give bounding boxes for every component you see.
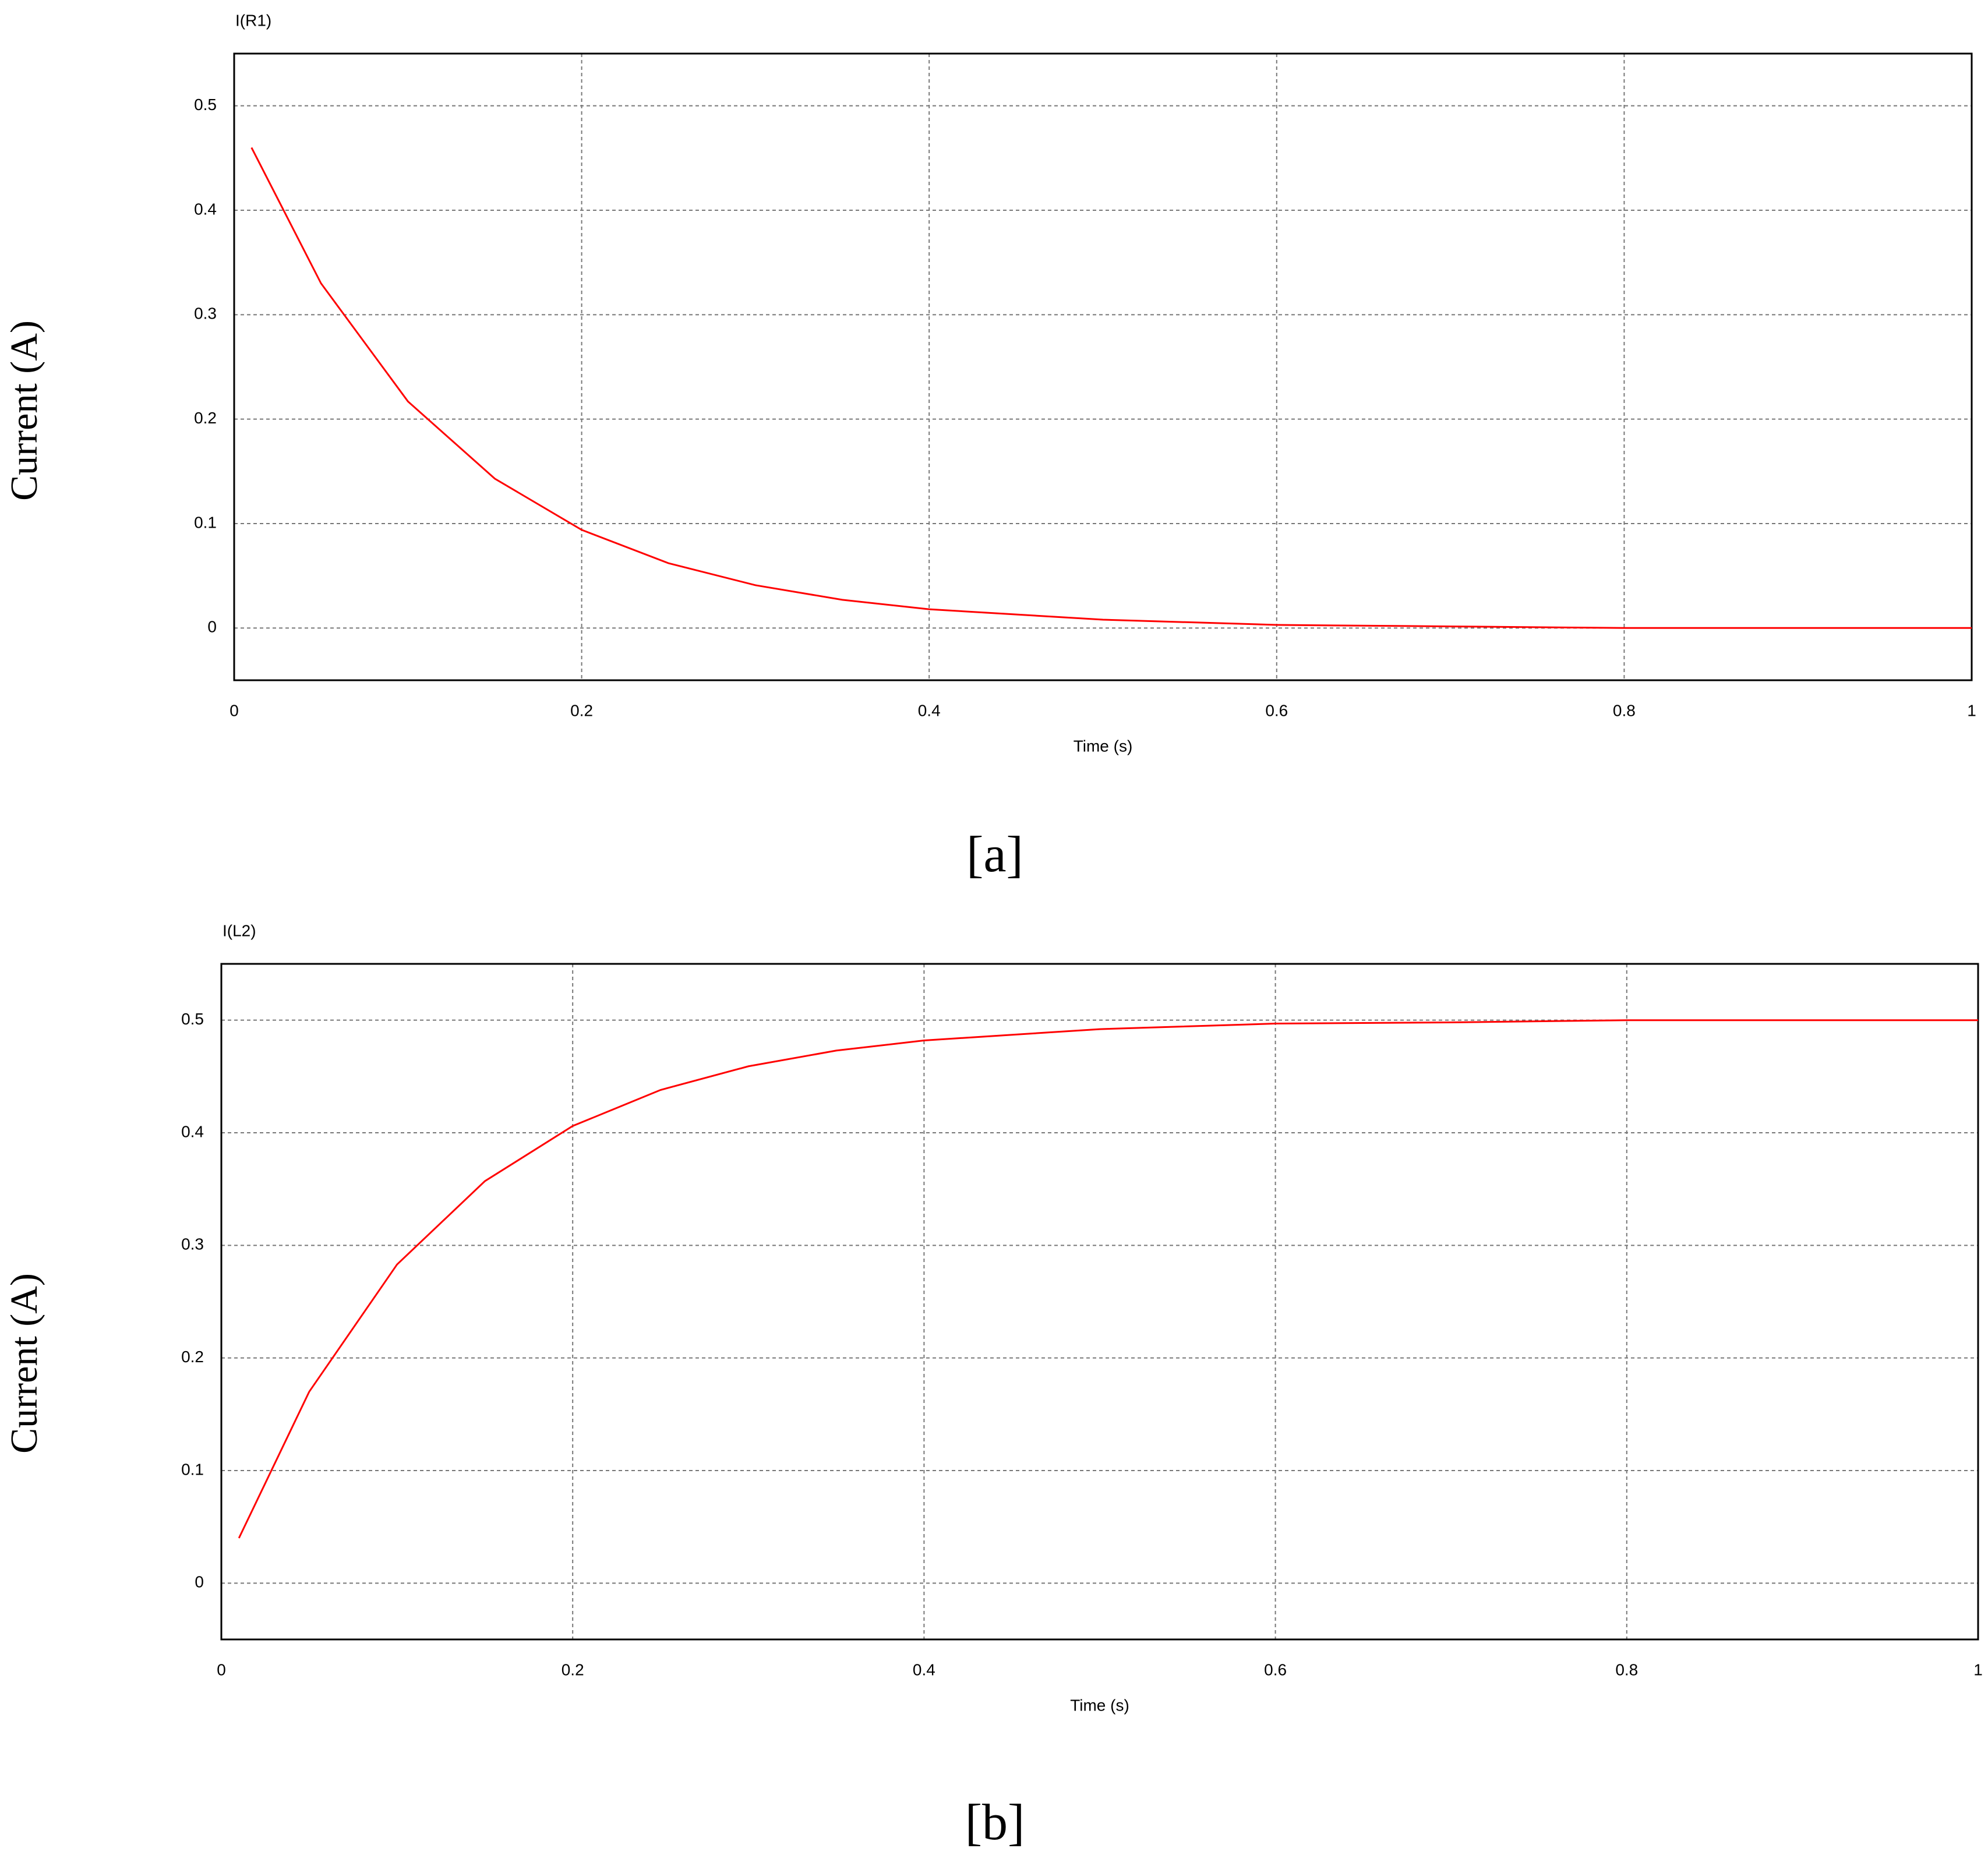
x-tick-label: 0.6 <box>1264 1660 1287 1678</box>
y-axis-label: Current (A) <box>3 320 45 501</box>
x-tick-label: 1 <box>1967 701 1976 719</box>
x-tick-label: 0.2 <box>570 701 593 719</box>
y-tick-label: 0.4 <box>181 1122 204 1140</box>
x-tick-label: 0.2 <box>562 1660 584 1678</box>
y-tick-label: 0.2 <box>181 1348 204 1366</box>
x-tick-label: 1 <box>1973 1660 1983 1678</box>
x-axis-label: Time (s) <box>1074 737 1133 755</box>
y-tick-label: 0.5 <box>194 96 217 114</box>
plot-frame <box>220 963 1979 1641</box>
x-tick-label: 0.4 <box>913 1660 935 1678</box>
x-tick-label: 0.6 <box>1265 701 1288 719</box>
y-tick-label: 0 <box>207 618 217 636</box>
y-tick-label: 0.5 <box>181 1010 204 1028</box>
x-tick-label: 0.8 <box>1613 701 1636 719</box>
x-tick-label: 0.4 <box>918 701 941 719</box>
y-tick-label: 0.1 <box>194 513 217 531</box>
x-axis-label: Time (s) <box>1070 1696 1129 1714</box>
y-tick-label: 0.4 <box>194 200 217 218</box>
x-tick-label: 0.8 <box>1615 1660 1638 1678</box>
y-tick-label: 0.3 <box>194 305 217 323</box>
legend-label: I(R1) <box>235 11 271 29</box>
x-tick-label: 0 <box>217 1660 226 1678</box>
data-line <box>250 147 1972 629</box>
data-line <box>238 1019 1978 1539</box>
plot-frame <box>233 52 1973 681</box>
x-tick-label: 0 <box>229 701 239 719</box>
y-axis-label: Current (A) <box>3 1273 45 1454</box>
y-tick-label: 0.2 <box>194 409 217 427</box>
legend-label: I(L2) <box>223 921 256 939</box>
y-tick-label: 0.1 <box>181 1460 204 1478</box>
y-tick-label: 0.3 <box>181 1235 204 1253</box>
caption: [b] <box>965 1794 1025 1851</box>
caption: [a] <box>966 826 1023 883</box>
y-tick-label: 0 <box>195 1573 204 1591</box>
